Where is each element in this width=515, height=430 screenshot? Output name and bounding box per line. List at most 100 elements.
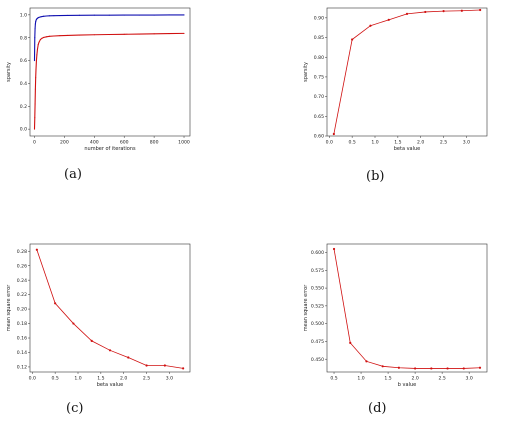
data-point <box>43 37 44 38</box>
data-point <box>35 89 36 90</box>
y-tick-label: 0.550 <box>311 286 324 292</box>
data-point <box>333 248 335 250</box>
data-point <box>461 10 463 12</box>
series-line <box>334 249 480 368</box>
data-point <box>41 38 42 39</box>
data-point <box>169 33 170 34</box>
y-tick-label: 0.65 <box>314 114 324 120</box>
data-point <box>43 16 44 17</box>
data-point <box>369 25 371 27</box>
subfigure-caption: (d) <box>368 401 386 416</box>
data-point <box>442 10 444 12</box>
data-point <box>183 14 184 15</box>
y-tick-label: 0.22 <box>17 292 27 298</box>
data-point <box>35 103 36 104</box>
chart-2: 0.0 0.5 1.0 1.5 2.0 2.5 3.0 0.12 0.14 0.16 0.18 0.2… <box>6 244 190 416</box>
data-point <box>36 60 37 61</box>
data-point <box>37 49 38 50</box>
data-point <box>430 367 432 369</box>
data-point <box>72 322 74 324</box>
data-point <box>406 13 408 15</box>
x-tick-label: 2.5 <box>143 376 150 382</box>
data-point <box>67 35 68 36</box>
y-tick-label: 0.80 <box>314 55 324 61</box>
data-point <box>94 15 95 16</box>
x-tick-label: 2.0 <box>411 376 418 382</box>
series-trace <box>34 33 184 129</box>
data-point <box>109 349 111 351</box>
data-point <box>463 367 465 369</box>
data-point <box>349 342 351 344</box>
plot-frame <box>327 8 487 136</box>
x-tick-label: 2.5 <box>440 140 447 146</box>
chart-0: 0 200 400 600 800 1000 0.0 0.2 0.4 0.6 0.8 1.0 numbe… <box>6 8 190 182</box>
data-point <box>38 44 39 45</box>
y-tick-label: 0.16 <box>17 336 27 342</box>
plot-frame <box>327 244 487 372</box>
data-point <box>154 33 155 34</box>
y-tick-label: 0.18 <box>17 321 27 327</box>
y-tick-label: 0.575 <box>311 268 324 274</box>
y-tick-label: 0.500 <box>311 321 324 327</box>
y-tick-label: 0.0 <box>20 127 27 133</box>
data-point <box>365 360 367 362</box>
x-tick-label: 3.0 <box>463 140 470 146</box>
chart-3: 0.5 1.0 1.5 2.0 2.5 3.0 0.450 0.475 0.500 0.525 0.… <box>303 244 487 416</box>
y-tick-label: 0.24 <box>17 278 27 284</box>
data-point <box>67 15 68 16</box>
data-point <box>424 11 426 13</box>
y-tick-label: 0.75 <box>314 75 324 81</box>
plot-frame <box>30 244 190 372</box>
data-point <box>38 17 39 18</box>
y-tick-label: 0.4 <box>20 81 27 87</box>
data-point <box>53 15 54 16</box>
data-point <box>46 15 47 16</box>
data-point <box>333 133 335 135</box>
data-point <box>139 15 140 16</box>
data-point <box>91 340 93 342</box>
x-tick-label: 1.5 <box>384 376 391 382</box>
x-tick-label: 800 <box>150 140 159 146</box>
data-point <box>35 20 36 21</box>
data-point <box>94 34 95 35</box>
x-tick-label: 3.0 <box>166 376 173 382</box>
y-axis-label: sparsity <box>6 62 12 82</box>
x-tick-label: 1.0 <box>357 376 364 382</box>
y-tick-label: 0.60 <box>314 134 324 140</box>
subfigure-caption: (b) <box>366 169 384 184</box>
data-point <box>183 33 184 34</box>
y-axis-label: sparsity <box>303 62 309 82</box>
data-point <box>59 35 60 36</box>
data-point <box>34 117 35 118</box>
data-point <box>145 364 147 366</box>
data-point <box>79 35 80 36</box>
y-tick-label: 0.70 <box>314 94 324 100</box>
data-point <box>49 15 50 16</box>
y-tick-label: 0.28 <box>17 249 27 255</box>
data-point <box>35 21 36 22</box>
data-point <box>154 15 155 16</box>
data-point <box>109 15 110 16</box>
y-tick-label: 0.6 <box>20 58 27 64</box>
x-tick-label: 0.0 <box>326 140 333 146</box>
x-tick-label: 400 <box>90 140 99 146</box>
y-axis-label: mean square error <box>6 284 12 331</box>
x-tick-label: 2.0 <box>417 140 424 146</box>
x-tick-label: 1.5 <box>97 376 104 382</box>
data-point <box>169 14 170 15</box>
data-point <box>49 36 50 37</box>
series-trace <box>34 15 184 61</box>
data-point <box>164 364 166 366</box>
y-tick-label: 0.475 <box>311 339 324 345</box>
data-point <box>35 77 36 78</box>
data-point <box>79 15 80 16</box>
series-line <box>334 10 480 134</box>
data-point <box>446 367 448 369</box>
y-tick-label: 0.8 <box>20 35 27 41</box>
x-tick-label: 0.5 <box>348 140 355 146</box>
data-point <box>38 42 39 43</box>
data-point <box>35 23 36 24</box>
data-point <box>40 16 41 17</box>
data-point <box>34 37 35 38</box>
